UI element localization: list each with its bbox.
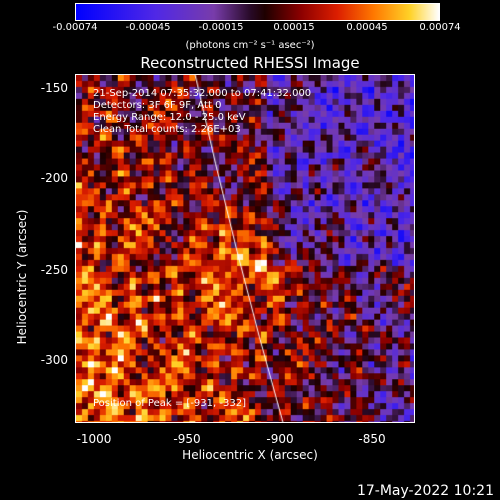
y-tick-label: -300 — [40, 353, 68, 367]
info-energy-range: Energy Range: 12.0 - 25.0 keV — [93, 112, 246, 123]
x-tick-label: -850 — [358, 432, 386, 446]
colorbar-tick: 0.00074 — [419, 22, 461, 33]
info-clean-counts: Clean Total counts: 2.26E+03 — [93, 124, 241, 135]
heatmap-canvas — [76, 75, 414, 422]
colorbar-units: (photons cm⁻² s⁻¹ asec⁻²) — [185, 40, 315, 51]
colorbar-tick: -0.00015 — [198, 22, 244, 33]
peak-position: Position of Peak = [-931, -332] — [93, 398, 246, 409]
x-tick-label: -1000 — [76, 432, 112, 446]
colorbar-tick: -0.00045 — [125, 22, 171, 33]
y-tick-label: -250 — [40, 263, 68, 277]
x-axis-label: Heliocentric X (arcsec) — [182, 448, 318, 462]
image-plot[interactable] — [75, 74, 415, 423]
colorbar-tick: 0.00045 — [346, 22, 388, 33]
y-tick-label: -200 — [40, 171, 68, 185]
y-axis-label: Heliocentric Y (arcsec) — [15, 209, 29, 345]
info-time-range: 21-Sep-2014 07:35:32.000 to 07:41:32.000 — [93, 88, 312, 99]
x-tick-label: -950 — [173, 432, 201, 446]
plot-title: Reconstructed RHESSI Image — [140, 54, 360, 72]
colorbar — [75, 3, 440, 21]
y-tick-label: -150 — [40, 81, 68, 95]
colorbar-tick: 0.00015 — [273, 22, 315, 33]
x-tick-label: -900 — [266, 432, 294, 446]
footer-timestamp: 17-May-2022 10:21 — [356, 483, 494, 499]
info-detectors: Detectors: 3F 6F 9F, Att 0 — [93, 100, 222, 111]
colorbar-tick: -0.00074 — [52, 22, 98, 33]
